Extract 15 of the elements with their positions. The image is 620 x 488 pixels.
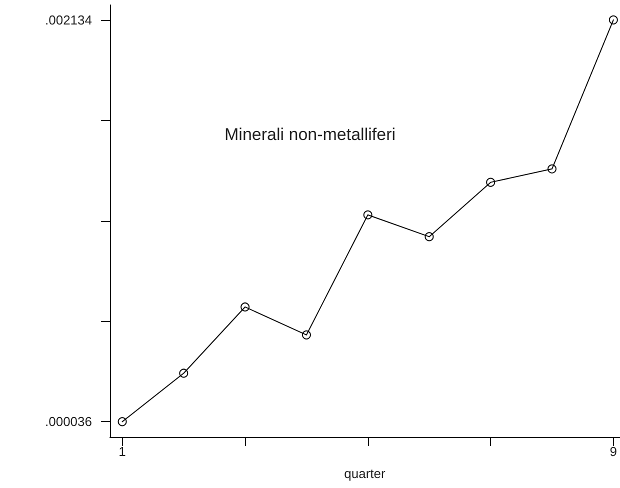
point bbox=[179, 368, 188, 378]
point bbox=[363, 210, 372, 220]
text: Minerali non-metalliferi bbox=[224, 125, 396, 144]
point bbox=[424, 232, 434, 242]
y-tick-label: .002134 bbox=[45, 12, 92, 28]
point bbox=[608, 15, 618, 24]
y-tick-label: .000036 bbox=[45, 414, 92, 430]
point bbox=[548, 164, 556, 174]
x-axis-title: quarter bbox=[344, 466, 386, 481]
point bbox=[486, 178, 496, 187]
x-tick-label: 9 bbox=[610, 444, 617, 459]
x-tick-label: 1 bbox=[118, 444, 126, 459]
point bbox=[302, 330, 311, 340]
point bbox=[118, 417, 127, 426]
point bbox=[240, 302, 250, 312]
